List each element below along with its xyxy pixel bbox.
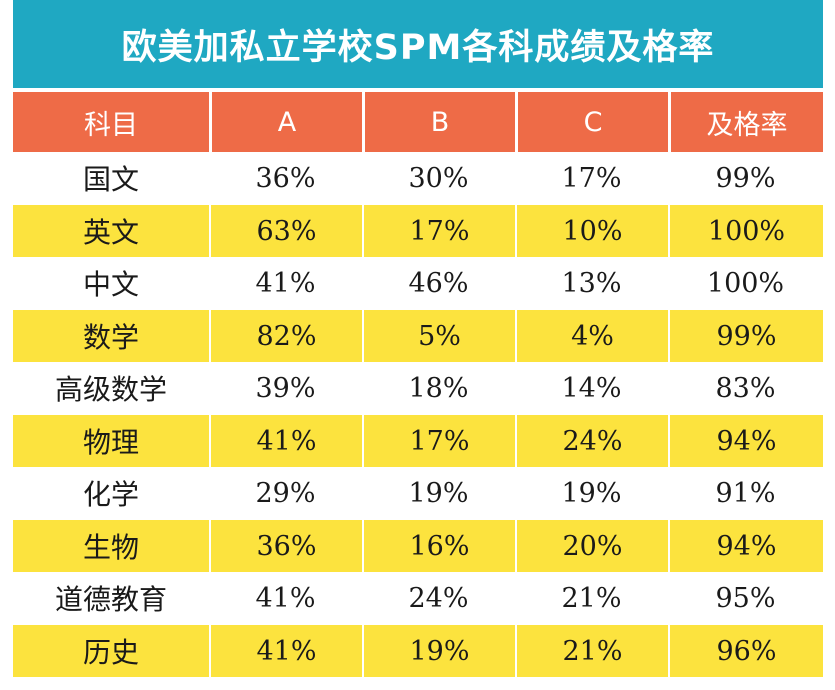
cell-a: 36% [209, 152, 362, 204]
cell-subject: 化学 [13, 467, 209, 519]
cell-subject: 高级数学 [13, 362, 209, 414]
cell-a: 41% [209, 414, 362, 467]
cell-subject: 历史 [13, 624, 209, 677]
cell-b: 17% [362, 204, 515, 257]
grades-table: 科目 A B C 及格率 国文 36% 30% 17% 99% 英文 63% 17% 10% 10… [13, 92, 823, 677]
table-row: 道德教育 41% 24% 21% 95% [13, 572, 823, 624]
header-cell-b: B [362, 92, 515, 152]
header-cell-a: A [209, 92, 362, 152]
cell-c: 13% [515, 257, 668, 309]
cell-subject: 物理 [13, 414, 209, 467]
cell-a: 82% [209, 309, 362, 362]
cell-a: 39% [209, 362, 362, 414]
cell-a: 29% [209, 467, 362, 519]
table-row: 历史 41% 19% 21% 96% [13, 624, 823, 677]
cell-pass-rate: 83% [668, 362, 823, 414]
table-row: 物理 41% 17% 24% 94% [13, 414, 823, 467]
cell-pass-rate: 91% [668, 467, 823, 519]
cell-pass-rate: 94% [668, 519, 823, 572]
table-row: 高级数学 39% 18% 14% 83% [13, 362, 823, 414]
cell-b: 46% [362, 257, 515, 309]
cell-b: 24% [362, 572, 515, 624]
cell-b: 5% [362, 309, 515, 362]
cell-subject: 生物 [13, 519, 209, 572]
cell-subject: 中文 [13, 257, 209, 309]
table-row: 中文 41% 46% 13% 100% [13, 257, 823, 309]
cell-b: 17% [362, 414, 515, 467]
cell-b: 19% [362, 624, 515, 677]
cell-pass-rate: 94% [668, 414, 823, 467]
cell-pass-rate: 96% [668, 624, 823, 677]
header-row: 科目 A B C 及格率 [13, 92, 823, 152]
grades-table-figure: 欧美加私立学校SPM各科成绩及格率 科目 A B C 及格率 国文 36% 30% 1… [13, 0, 823, 690]
cell-subject: 国文 [13, 152, 209, 204]
cell-b: 30% [362, 152, 515, 204]
cell-c: 10% [515, 204, 668, 257]
cell-subject: 数学 [13, 309, 209, 362]
cell-a: 63% [209, 204, 362, 257]
table-body: 国文 36% 30% 17% 99% 英文 63% 17% 10% 100% 中文 41% 46% 13%… [13, 152, 823, 677]
cell-pass-rate: 95% [668, 572, 823, 624]
cell-c: 21% [515, 572, 668, 624]
header-cell-c: C [515, 92, 668, 152]
table-title: 欧美加私立学校SPM各科成绩及格率 [13, 0, 823, 88]
cell-c: 17% [515, 152, 668, 204]
cell-c: 20% [515, 519, 668, 572]
table-row: 国文 36% 30% 17% 99% [13, 152, 823, 204]
cell-subject: 道德教育 [13, 572, 209, 624]
cell-c: 4% [515, 309, 668, 362]
cell-b: 19% [362, 467, 515, 519]
header-cell-subject: 科目 [13, 92, 209, 152]
cell-b: 16% [362, 519, 515, 572]
cell-pass-rate: 99% [668, 152, 823, 204]
cell-a: 41% [209, 572, 362, 624]
cell-subject: 英文 [13, 204, 209, 257]
table-row: 生物 36% 16% 20% 94% [13, 519, 823, 572]
table-row: 化学 29% 19% 19% 91% [13, 467, 823, 519]
table-row: 数学 82% 5% 4% 99% [13, 309, 823, 362]
table-row: 英文 63% 17% 10% 100% [13, 204, 823, 257]
cell-b: 18% [362, 362, 515, 414]
cell-pass-rate: 100% [668, 257, 823, 309]
cell-pass-rate: 100% [668, 204, 823, 257]
cell-a: 41% [209, 257, 362, 309]
cell-c: 14% [515, 362, 668, 414]
cell-a: 36% [209, 519, 362, 572]
header-cell-pass-rate: 及格率 [668, 92, 823, 152]
cell-pass-rate: 99% [668, 309, 823, 362]
cell-c: 21% [515, 624, 668, 677]
cell-a: 41% [209, 624, 362, 677]
cell-c: 19% [515, 467, 668, 519]
cell-c: 24% [515, 414, 668, 467]
